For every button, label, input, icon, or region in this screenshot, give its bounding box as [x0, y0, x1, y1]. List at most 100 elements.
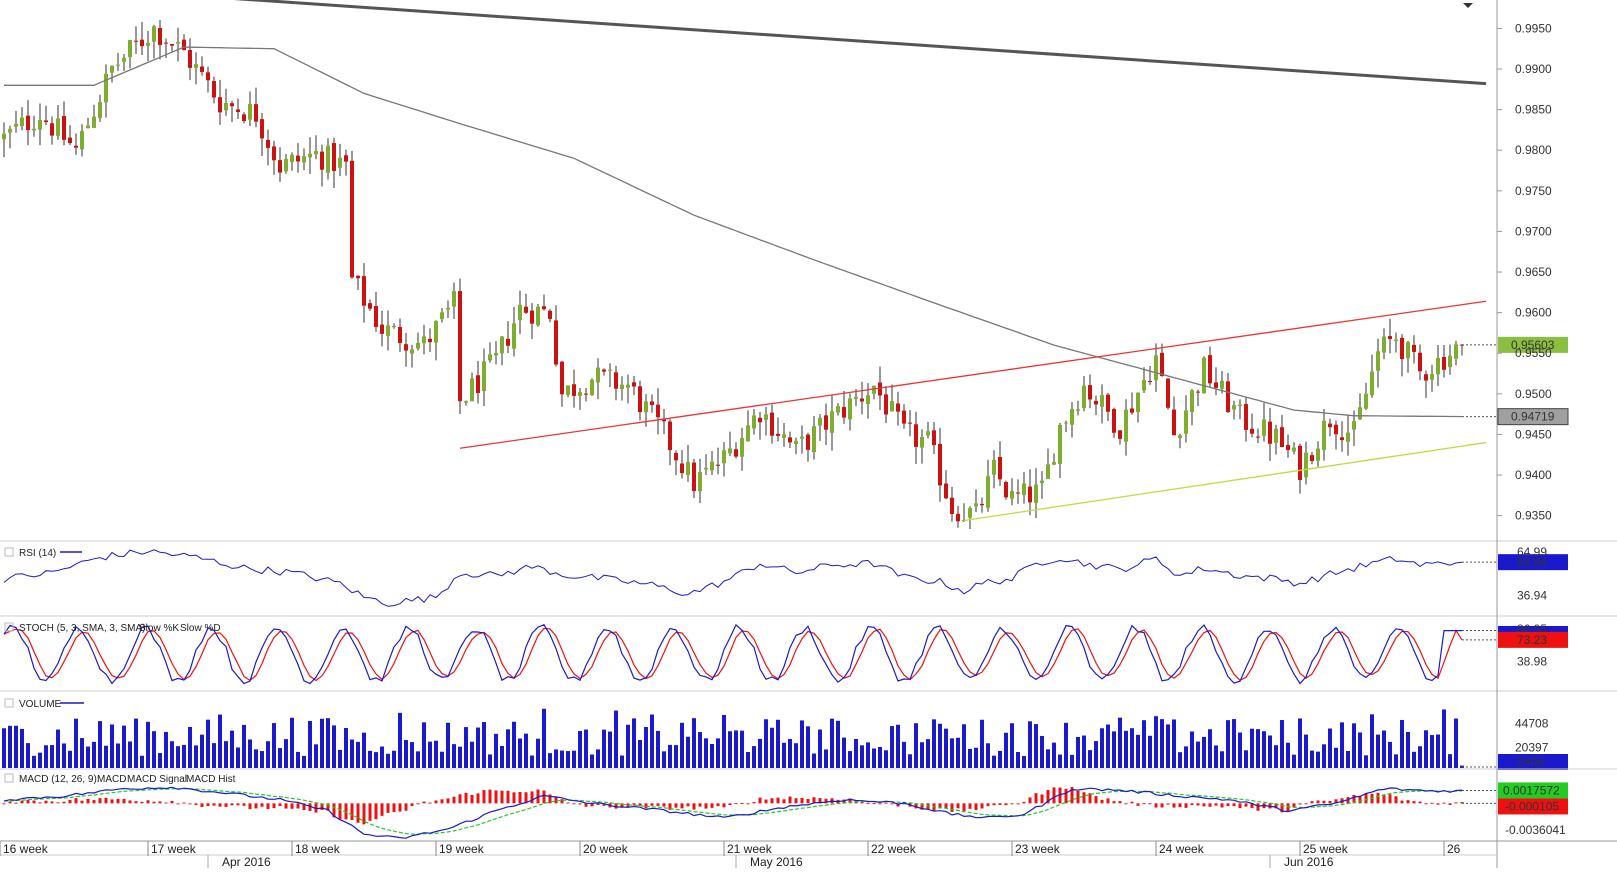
- month-label: Apr 2016: [222, 855, 271, 869]
- rsi-panel: RSI (14) 58.84: [3, 547, 1568, 607]
- volume-bar: [1310, 750, 1314, 768]
- volume-bar: [1358, 732, 1362, 768]
- volume-bar: [110, 724, 114, 768]
- axes: 0.9950 0.9900 0.9850 0.9800 0.9750 0.9700 0.96…: [0, 0, 1617, 869]
- volume-bar: [1292, 754, 1296, 768]
- macd-hist-bar: [584, 803, 588, 807]
- candle-bull: [1040, 480, 1044, 484]
- macd-hist-bar: [494, 790, 498, 804]
- volume-bar: [458, 746, 462, 768]
- macd-hist-bar: [674, 803, 678, 808]
- volume-bar: [614, 710, 618, 768]
- volume-bar: [830, 718, 834, 768]
- macd-hist-bar: [386, 803, 390, 813]
- volume-bar: [98, 721, 102, 768]
- volume-bar: [134, 718, 138, 768]
- volume-bar: [302, 755, 306, 768]
- macd-hist-bar: [872, 803, 876, 805]
- candle-bear: [692, 462, 696, 492]
- volume-bar: [8, 725, 12, 768]
- volume-bar: [398, 712, 402, 768]
- volume-bar: [542, 708, 546, 768]
- volume-bar: [206, 719, 210, 768]
- volume-bar: [1430, 735, 1434, 768]
- volume-bar: [260, 751, 264, 768]
- macd-hist-bar: [764, 799, 768, 804]
- volume-bar: [902, 741, 906, 768]
- volume-bar: [1298, 718, 1302, 768]
- volume-bar: [1004, 732, 1008, 768]
- candle-bull: [746, 425, 750, 442]
- candle-bull: [812, 426, 816, 453]
- volume-bar: [50, 745, 54, 768]
- macd-hist-bar: [554, 796, 558, 804]
- volume-bar: [236, 747, 240, 768]
- volume-bar: [944, 728, 948, 768]
- candle-bear: [572, 384, 576, 396]
- macd-hist-bar: [992, 803, 996, 806]
- candle-bear: [506, 338, 510, 346]
- macd-hist-bar: [1010, 803, 1014, 805]
- volume-bar: [500, 745, 504, 768]
- volume-bar: [1382, 730, 1386, 768]
- candle-bear: [242, 114, 246, 122]
- price-tick-label: 0.9650: [1515, 265, 1552, 279]
- macd-hist-bar: [104, 797, 108, 804]
- candle-bull: [1448, 355, 1452, 368]
- price-tick-label: 0.9350: [1515, 509, 1552, 523]
- macd-hist-bar: [542, 790, 546, 804]
- macd-hist-bar: [1070, 787, 1074, 804]
- volume-bar: [314, 744, 318, 768]
- volume-bar: [1406, 732, 1410, 768]
- macd-hist-bar: [980, 803, 984, 809]
- candle-bull: [1292, 447, 1296, 452]
- candle-bear: [26, 115, 30, 131]
- macd-hist-bar: [1004, 803, 1008, 806]
- candle-bull: [122, 57, 126, 62]
- macd-hist-bar: [824, 798, 828, 804]
- macd-hist-bar: [1172, 803, 1176, 808]
- volume-bar: [770, 727, 774, 768]
- candle-bull: [38, 119, 42, 130]
- volume-bar: [590, 754, 594, 768]
- macd-hist-bar: [1082, 792, 1086, 804]
- candle-bear: [398, 326, 402, 344]
- candle-bear: [674, 452, 678, 461]
- macd-hist-bar: [110, 799, 114, 804]
- candle-bear: [530, 310, 534, 324]
- volume-bar: [20, 728, 24, 768]
- volume-bar: [524, 733, 528, 768]
- volume-bar: [218, 714, 222, 768]
- macd-hist-bar: [680, 803, 684, 809]
- volume-bar: [1328, 728, 1332, 768]
- volume-bar: [1148, 735, 1152, 768]
- volume-bar: [1256, 729, 1260, 768]
- candle-bull: [434, 321, 438, 343]
- candle-bear: [938, 443, 942, 486]
- candle-bear: [602, 369, 606, 372]
- volume-bar: [686, 736, 690, 768]
- volume-bar: [704, 738, 708, 768]
- macd-hist-bar: [260, 803, 264, 807]
- candle-bear: [716, 464, 720, 466]
- macd-hist-bar: [506, 790, 510, 804]
- volume-bar: [452, 744, 456, 768]
- stoch-panel-checkbox: [4, 622, 14, 632]
- volume-bar: [332, 725, 336, 768]
- candle-bear: [584, 393, 588, 395]
- macd-hist-bar: [1364, 793, 1368, 804]
- price-tick-label: 0.9450: [1515, 427, 1552, 441]
- candle-bear: [1424, 374, 1428, 381]
- macd-hist-bar: [620, 803, 624, 808]
- macd-hist-bar: [1118, 801, 1122, 804]
- volume-badge: [1498, 754, 1568, 770]
- candle-bear: [1028, 486, 1032, 503]
- candle-bull: [926, 431, 930, 436]
- candle-bear: [788, 437, 792, 443]
- volume-bar: [1028, 721, 1032, 768]
- volume-bar: [1190, 731, 1194, 768]
- macd-hist-bar: [146, 800, 150, 804]
- volume-bar: [416, 751, 420, 768]
- candle-bull: [416, 342, 420, 349]
- macd-hist-bar: [1052, 787, 1056, 804]
